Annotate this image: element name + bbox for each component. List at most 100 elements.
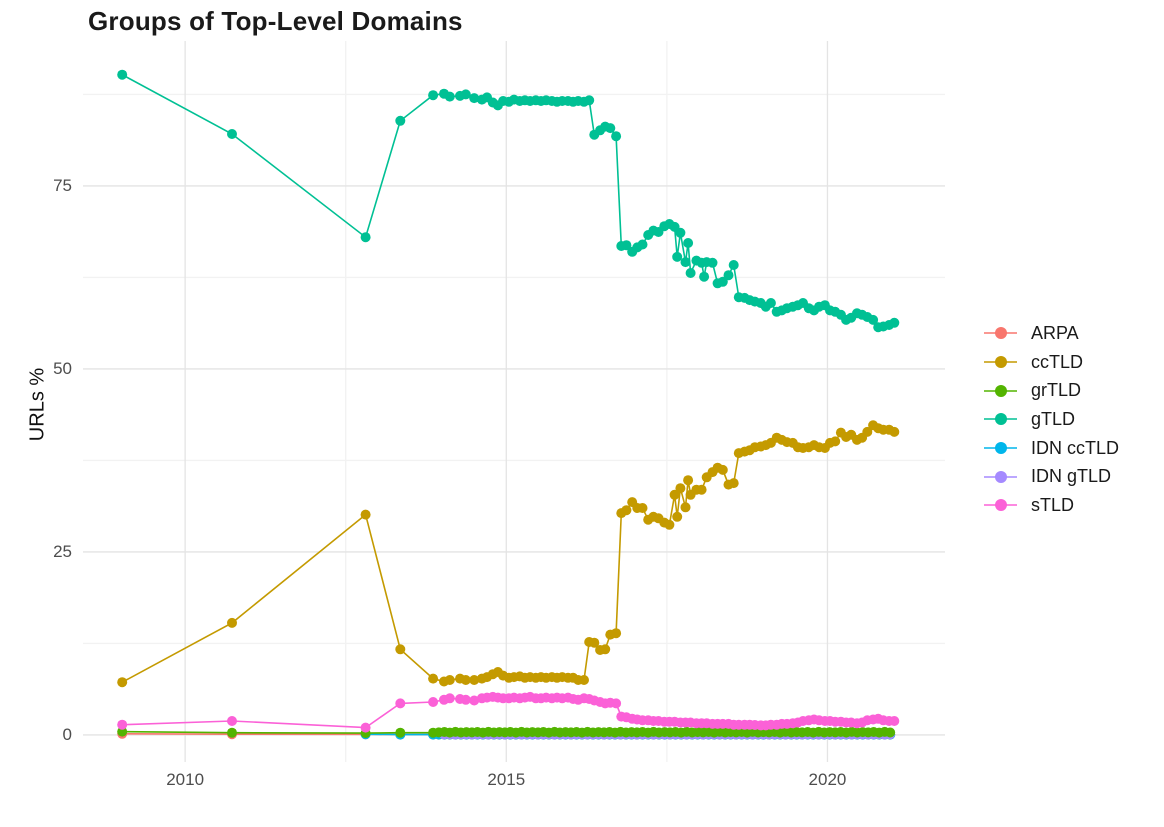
legend-label: ccTLD bbox=[1031, 351, 1084, 372]
legend-key-dot-icon bbox=[995, 356, 1007, 369]
data-point-gtld bbox=[117, 69, 128, 80]
y-tick-label: 50 bbox=[53, 358, 72, 378]
data-point-gtld bbox=[868, 314, 879, 325]
legend-label: sTLD bbox=[1031, 494, 1075, 515]
data-point-gtld bbox=[685, 268, 696, 278]
data-point-grtld bbox=[885, 727, 896, 738]
legend-item-stld: sTLD bbox=[984, 491, 1119, 520]
y-axis-title: URLs % bbox=[26, 367, 49, 442]
legend-item-grtld: grTLD bbox=[984, 376, 1119, 405]
x-tick-label: 2020 bbox=[808, 770, 847, 789]
data-point-gtld bbox=[460, 89, 471, 100]
series-cctld bbox=[117, 420, 900, 688]
data-point-cctld bbox=[600, 644, 611, 655]
data-point-gtld bbox=[683, 238, 694, 248]
y-tick-label: 0 bbox=[62, 724, 72, 744]
data-point-gtld bbox=[611, 131, 622, 142]
legend-label: IDN ccTLD bbox=[1031, 437, 1120, 458]
legend-key-dot-icon bbox=[995, 413, 1007, 426]
data-point-cctld bbox=[717, 464, 728, 475]
data-point-gtld bbox=[584, 95, 595, 106]
y-tick-label: 75 bbox=[53, 175, 72, 195]
data-point-cctld bbox=[227, 617, 237, 628]
data-point-gtld bbox=[717, 276, 728, 287]
data-point-gtld bbox=[723, 270, 734, 281]
data-point-gtld bbox=[428, 90, 439, 101]
legend-key-icon bbox=[984, 412, 1017, 426]
data-point-stld bbox=[611, 698, 622, 709]
data-point-cctld bbox=[672, 511, 683, 522]
data-point-cctld bbox=[889, 426, 900, 437]
data-point-gtld bbox=[469, 93, 480, 104]
legend-key-icon bbox=[984, 355, 1017, 369]
data-point-stld bbox=[444, 693, 455, 704]
legend-label: grTLD bbox=[1031, 380, 1082, 401]
data-point-cctld bbox=[621, 505, 632, 516]
series-grtld bbox=[117, 726, 896, 739]
legend-key-icon bbox=[984, 441, 1017, 455]
data-point-gtld bbox=[637, 239, 648, 250]
legend-key-dot-icon bbox=[995, 499, 1007, 512]
data-point-cctld bbox=[117, 677, 128, 688]
legend-key-icon bbox=[984, 470, 1017, 484]
series-gtld bbox=[117, 69, 900, 333]
data-point-cctld bbox=[395, 644, 406, 655]
data-point-stld bbox=[469, 695, 480, 706]
data-point-cctld bbox=[611, 628, 622, 639]
legend-item-gtld: gTLD bbox=[984, 405, 1119, 434]
legend: ARPA ccTLD grTLD gTLD IDN ccTLD IDN gTLD sTLD bbox=[984, 319, 1119, 520]
legend-key-icon bbox=[984, 384, 1017, 398]
data-point-grtld bbox=[117, 726, 128, 737]
data-point-cctld bbox=[579, 675, 589, 685]
data-point-gtld bbox=[675, 227, 686, 238]
legend-key-dot-icon bbox=[995, 327, 1007, 340]
data-point-gtld bbox=[728, 260, 739, 270]
data-point-cctld bbox=[664, 519, 675, 530]
legend-key-dot-icon bbox=[995, 384, 1007, 397]
data-point-cctld bbox=[360, 509, 371, 520]
data-point-cctld bbox=[696, 484, 707, 495]
chart-title: Groups of Top-Level Domains bbox=[88, 6, 463, 36]
data-point-cctld bbox=[637, 503, 648, 513]
legend-item-cctld: ccTLD bbox=[984, 348, 1119, 377]
data-point-gtld bbox=[680, 257, 691, 268]
data-point-gtld bbox=[395, 115, 406, 126]
data-point-cctld bbox=[669, 489, 680, 500]
data-point-cctld bbox=[862, 426, 873, 437]
data-point-cctld bbox=[675, 483, 686, 494]
data-point-stld bbox=[227, 716, 237, 726]
legend-key-icon bbox=[984, 326, 1017, 340]
data-point-gtld bbox=[707, 257, 718, 268]
legend-item-idn-cctld: IDN ccTLD bbox=[984, 434, 1119, 463]
data-point-grtld bbox=[395, 727, 406, 738]
data-point-cctld bbox=[444, 675, 455, 685]
data-point-gtld bbox=[605, 123, 616, 134]
legend-key-dot-icon bbox=[995, 470, 1007, 483]
x-tick-label: 2015 bbox=[487, 770, 526, 789]
data-point-cctld bbox=[469, 675, 480, 685]
legend-label: IDN gTLD bbox=[1031, 466, 1112, 487]
data-point-grtld bbox=[227, 727, 237, 738]
legend-key-icon bbox=[984, 498, 1017, 512]
data-point-gtld bbox=[765, 298, 776, 308]
data-point-stld bbox=[428, 697, 439, 707]
legend-item-idn-gtld: IDN gTLD bbox=[984, 462, 1119, 491]
data-point-cctld bbox=[830, 436, 841, 447]
data-point-gtld bbox=[621, 240, 632, 251]
data-point-cctld bbox=[428, 673, 439, 684]
series-line-gtld bbox=[121, 73, 895, 329]
data-point-cctld bbox=[728, 478, 739, 489]
data-point-cctld bbox=[460, 675, 471, 685]
data-point-gtld bbox=[889, 317, 900, 328]
data-point-gtld bbox=[444, 91, 455, 102]
x-tick-label: 2010 bbox=[166, 770, 205, 789]
data-point-stld bbox=[889, 716, 900, 726]
y-tick-label: 25 bbox=[53, 541, 72, 561]
legend-label: ARPA bbox=[1031, 322, 1079, 343]
legend-key-dot-icon bbox=[995, 442, 1007, 455]
data-point-gtld bbox=[227, 129, 237, 139]
data-point-stld bbox=[117, 719, 128, 730]
data-point-gtld bbox=[360, 232, 371, 243]
